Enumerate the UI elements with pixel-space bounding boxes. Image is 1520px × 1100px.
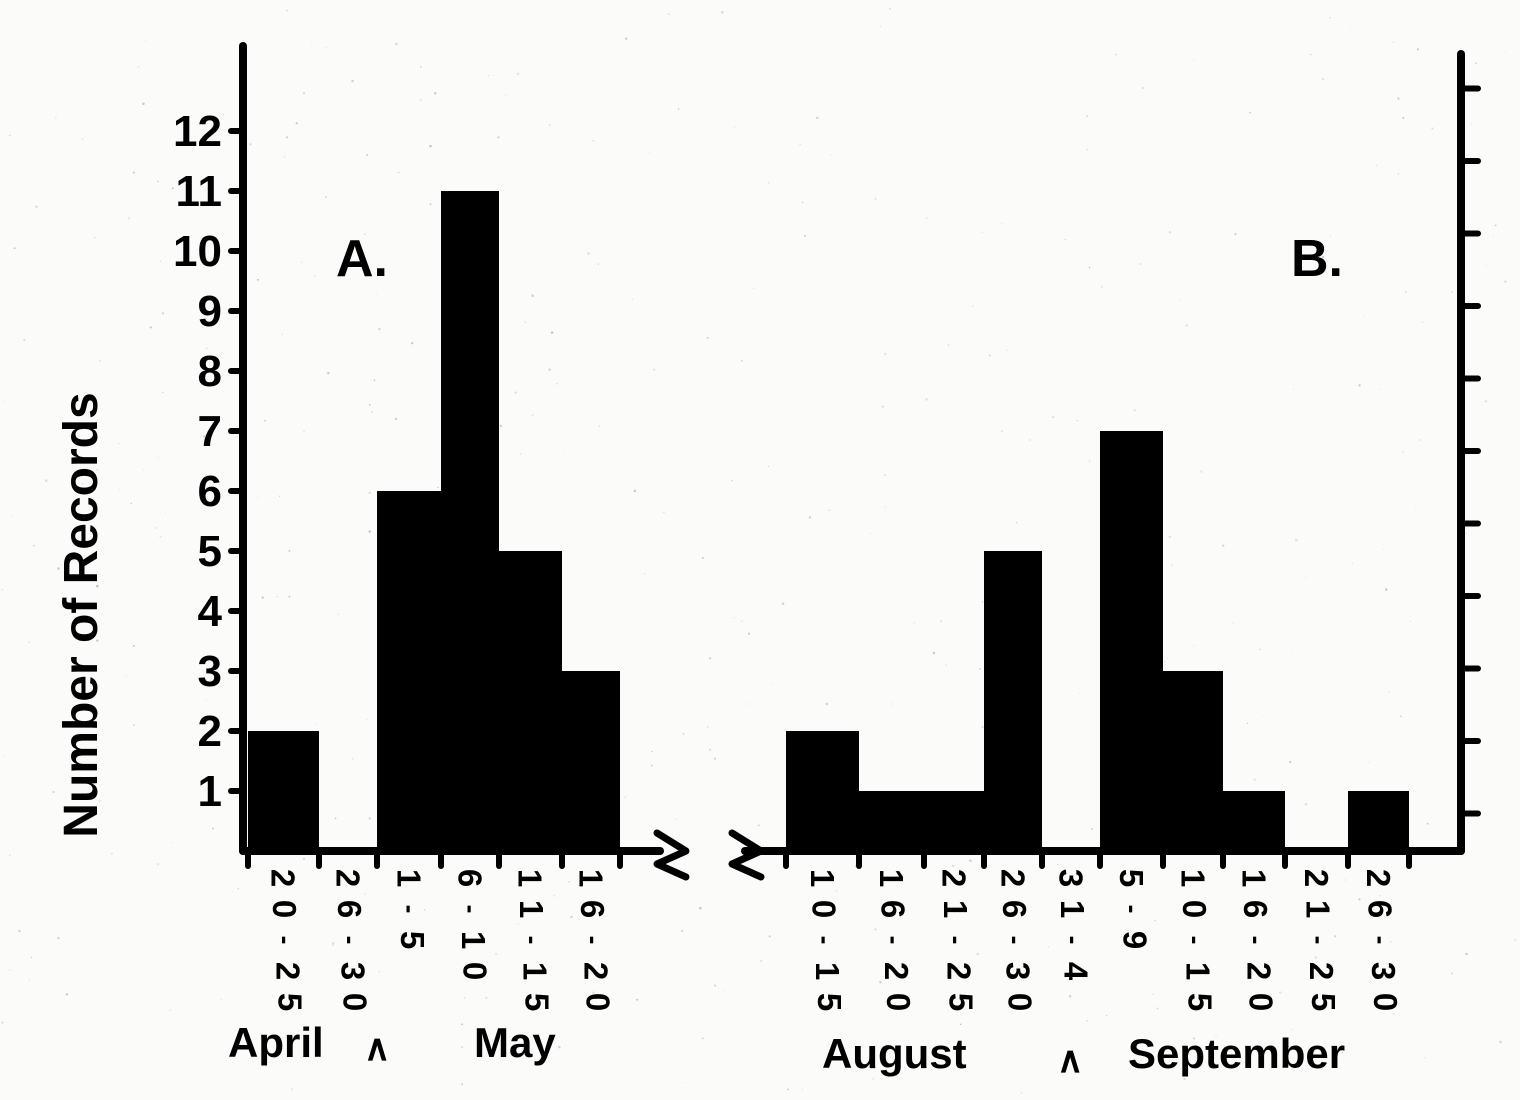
svg-text:-: -: [395, 905, 425, 914]
svg-text:0: 0: [806, 900, 843, 918]
svg-text:2: 2: [935, 869, 972, 887]
svg-text:5: 5: [518, 993, 555, 1011]
svg-text:11: 11: [175, 167, 222, 216]
svg-text:5: 5: [271, 993, 308, 1011]
svg-text:3: 3: [1000, 962, 1037, 980]
svg-text:1: 1: [1300, 900, 1337, 918]
svg-text:1: 1: [937, 900, 974, 918]
svg-text:1: 1: [1054, 900, 1091, 918]
svg-text:1: 1: [455, 931, 492, 949]
svg-text:2: 2: [1360, 869, 1397, 887]
svg-text:1: 1: [517, 962, 554, 980]
svg-text:3: 3: [198, 647, 222, 696]
svg-text:0: 0: [880, 993, 917, 1011]
svg-text:7: 7: [198, 407, 222, 456]
svg-text:1: 1: [511, 869, 548, 887]
svg-text:8: 8: [198, 347, 222, 396]
svg-text:1: 1: [1235, 869, 1272, 887]
svg-text:2: 2: [1298, 869, 1335, 887]
svg-text:-: -: [1242, 936, 1272, 945]
svg-text:0: 0: [1001, 993, 1038, 1011]
svg-text:5: 5: [1113, 869, 1150, 887]
svg-text:-: -: [879, 936, 909, 945]
svg-text:0: 0: [1367, 993, 1404, 1011]
svg-text:-: -: [1117, 905, 1147, 914]
svg-text:6: 6: [331, 900, 368, 918]
svg-text:6: 6: [875, 900, 912, 918]
svg-text:12: 12: [173, 107, 222, 156]
svg-text:3: 3: [335, 962, 372, 980]
svg-text:6: 6: [451, 869, 488, 887]
svg-text:6: 6: [574, 900, 611, 918]
svg-text:1: 1: [1174, 869, 1211, 887]
svg-text:4: 4: [1058, 962, 1095, 981]
svg-text:2: 2: [264, 869, 301, 887]
svg-text:May: May: [474, 1019, 556, 1066]
svg-text:-: -: [579, 936, 609, 945]
svg-text:-: -: [456, 905, 486, 914]
svg-text:-: -: [1181, 936, 1211, 945]
svg-text:5: 5: [942, 993, 979, 1011]
svg-text:2: 2: [198, 707, 222, 756]
svg-text:5: 5: [1305, 993, 1342, 1011]
svg-text:5: 5: [811, 993, 848, 1011]
svg-text:1: 1: [809, 962, 846, 980]
svg-text:0: 0: [266, 900, 303, 918]
svg-text:Number of Records: Number of Records: [55, 392, 108, 837]
svg-text:-: -: [1304, 936, 1334, 945]
svg-text:0: 0: [336, 993, 373, 1011]
svg-text:2: 2: [941, 962, 978, 980]
svg-text:∧: ∧: [1057, 1039, 1083, 1080]
svg-text:2: 2: [1241, 962, 1278, 980]
svg-text:B.: B.: [1291, 230, 1343, 288]
svg-text:6: 6: [996, 900, 1033, 918]
svg-text:4: 4: [198, 587, 223, 636]
svg-text:1: 1: [804, 869, 841, 887]
svg-text:5: 5: [198, 527, 222, 576]
svg-text:1: 1: [873, 869, 910, 887]
svg-text:0: 0: [457, 962, 494, 980]
svg-text:-: -: [336, 936, 366, 945]
svg-text:6: 6: [1362, 900, 1399, 918]
svg-text:10: 10: [173, 227, 222, 276]
svg-text:3: 3: [1052, 869, 1089, 887]
svg-text:-: -: [271, 936, 301, 945]
svg-text:-: -: [518, 936, 548, 945]
svg-text:April: April: [228, 1019, 324, 1066]
svg-text:2: 2: [994, 869, 1031, 887]
svg-text:2: 2: [1303, 962, 1340, 980]
svg-text:1: 1: [390, 869, 427, 887]
svg-text:6: 6: [198, 467, 222, 516]
svg-text:2: 2: [878, 962, 915, 980]
svg-text:5: 5: [394, 931, 431, 949]
svg-text:August: August: [822, 1030, 967, 1077]
svg-text:2: 2: [270, 962, 307, 980]
svg-text:1: 1: [572, 869, 609, 887]
svg-text:0: 0: [1176, 900, 1213, 918]
svg-text:-: -: [1366, 936, 1396, 945]
svg-text:5: 5: [1181, 993, 1218, 1011]
svg-text:1: 1: [513, 900, 550, 918]
svg-text:-: -: [942, 936, 972, 945]
svg-text:9: 9: [198, 287, 222, 336]
svg-text:-: -: [1001, 936, 1031, 945]
svg-text:2: 2: [578, 962, 615, 980]
svg-text:6: 6: [1237, 900, 1274, 918]
svg-text:0: 0: [1242, 993, 1279, 1011]
svg-text:9: 9: [1116, 931, 1153, 949]
svg-text:A.: A.: [336, 230, 388, 288]
svg-text:September: September: [1128, 1030, 1345, 1077]
svg-text:2: 2: [329, 869, 366, 887]
svg-text:-: -: [1059, 936, 1089, 945]
svg-text:-: -: [810, 936, 840, 945]
svg-text:0: 0: [579, 993, 616, 1011]
svg-text:∧: ∧: [364, 1027, 390, 1068]
svg-text:1: 1: [198, 767, 222, 816]
svg-text:1: 1: [1180, 962, 1217, 980]
svg-text:3: 3: [1365, 962, 1402, 980]
